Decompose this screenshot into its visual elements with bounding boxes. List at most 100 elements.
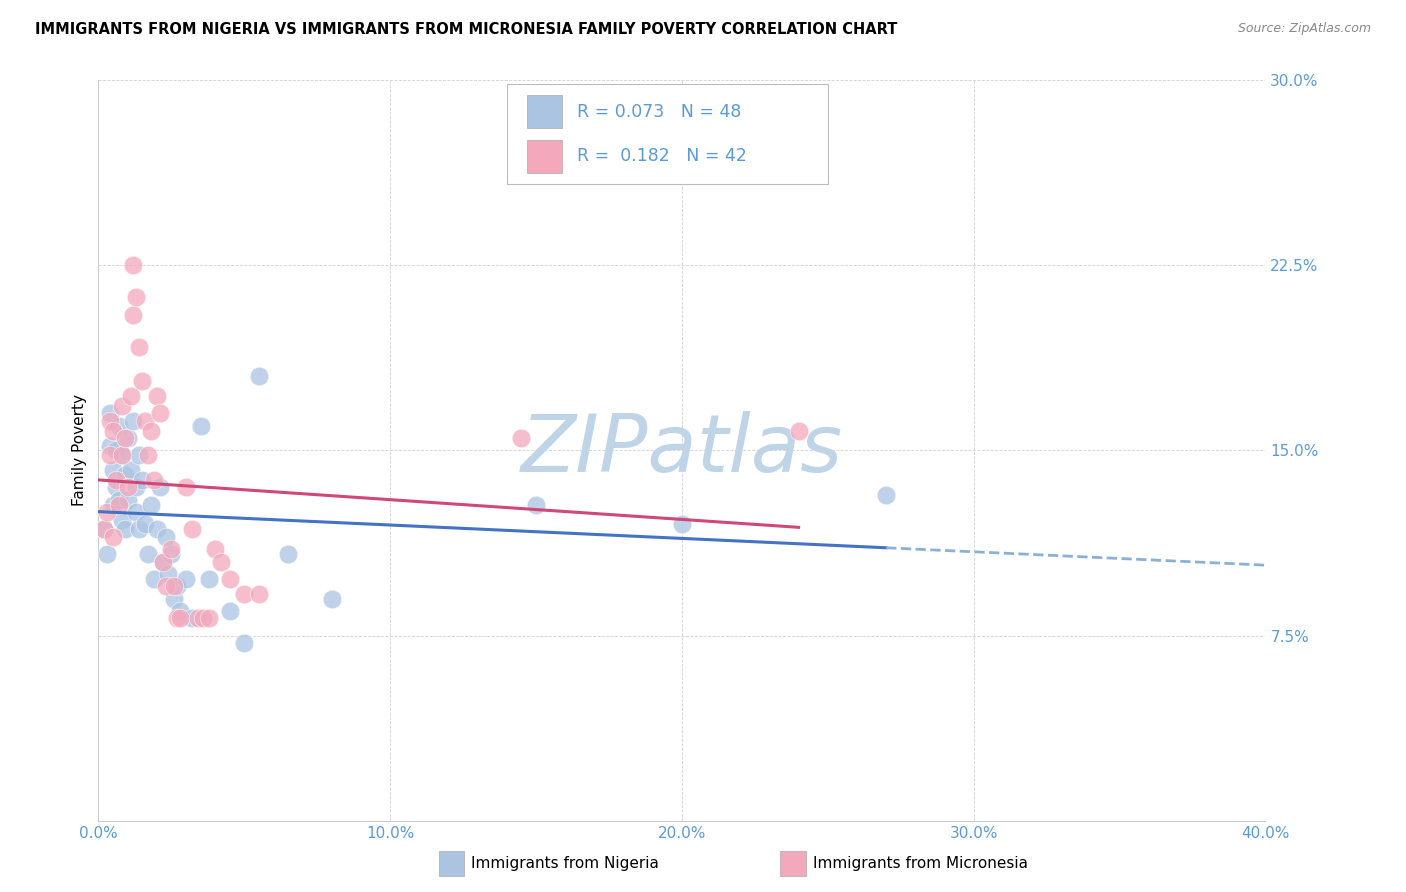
Point bbox=[152, 555, 174, 569]
Point bbox=[787, 424, 810, 438]
Point bbox=[218, 604, 240, 618]
Point bbox=[96, 547, 118, 561]
Point bbox=[96, 505, 118, 519]
Point bbox=[209, 555, 232, 569]
Point bbox=[114, 468, 136, 483]
Point bbox=[108, 492, 131, 507]
Point bbox=[134, 517, 156, 532]
Point bbox=[117, 480, 139, 494]
Point bbox=[136, 547, 159, 561]
Point bbox=[117, 492, 139, 507]
Point bbox=[98, 407, 121, 421]
Point bbox=[101, 530, 124, 544]
Point bbox=[111, 512, 134, 526]
Point bbox=[111, 449, 134, 463]
Point bbox=[125, 480, 148, 494]
Point bbox=[193, 611, 215, 625]
Point bbox=[101, 424, 124, 438]
Point bbox=[104, 480, 127, 494]
Point bbox=[277, 547, 299, 561]
Point bbox=[136, 449, 159, 463]
Y-axis label: Family Poverty: Family Poverty bbox=[72, 394, 87, 507]
Point bbox=[174, 480, 197, 494]
Point bbox=[163, 579, 186, 593]
Point bbox=[146, 523, 169, 537]
Point bbox=[233, 586, 256, 600]
Point bbox=[131, 375, 153, 389]
Point bbox=[104, 473, 127, 487]
Point bbox=[510, 431, 533, 445]
Point bbox=[204, 542, 226, 557]
Point bbox=[142, 572, 165, 586]
Text: IMMIGRANTS FROM NIGERIA VS IMMIGRANTS FROM MICRONESIA FAMILY POVERTY CORRELATION: IMMIGRANTS FROM NIGERIA VS IMMIGRANTS FR… bbox=[35, 22, 897, 37]
Point bbox=[321, 591, 343, 606]
FancyBboxPatch shape bbox=[527, 139, 562, 173]
Point bbox=[101, 498, 124, 512]
Point bbox=[128, 449, 150, 463]
Point bbox=[157, 566, 180, 581]
Point bbox=[98, 438, 121, 452]
Point bbox=[198, 611, 221, 625]
Point bbox=[117, 431, 139, 445]
Text: Immigrants from Micronesia: Immigrants from Micronesia bbox=[813, 856, 1028, 871]
Text: ZIPatlas: ZIPatlas bbox=[520, 411, 844, 490]
Point bbox=[108, 498, 131, 512]
Point bbox=[152, 555, 174, 569]
Point bbox=[233, 636, 256, 650]
Point bbox=[125, 505, 148, 519]
Point bbox=[174, 572, 197, 586]
Point bbox=[163, 591, 186, 606]
FancyBboxPatch shape bbox=[508, 84, 828, 184]
Point bbox=[120, 389, 142, 403]
Point bbox=[122, 258, 145, 272]
Point bbox=[190, 418, 212, 433]
Point bbox=[169, 611, 191, 625]
Point bbox=[166, 579, 188, 593]
Point bbox=[122, 308, 145, 322]
Point bbox=[122, 414, 145, 428]
Point bbox=[98, 449, 121, 463]
Point bbox=[187, 611, 209, 625]
Point bbox=[160, 547, 183, 561]
Point bbox=[93, 523, 115, 537]
Point bbox=[146, 389, 169, 403]
Point bbox=[875, 488, 897, 502]
Point bbox=[114, 523, 136, 537]
Point bbox=[139, 498, 162, 512]
Point bbox=[104, 443, 127, 458]
Point bbox=[218, 572, 240, 586]
Point bbox=[128, 340, 150, 354]
Point bbox=[155, 579, 177, 593]
Point bbox=[111, 449, 134, 463]
Point bbox=[180, 523, 202, 537]
Point bbox=[671, 517, 693, 532]
Text: Immigrants from Nigeria: Immigrants from Nigeria bbox=[471, 856, 659, 871]
Point bbox=[169, 604, 191, 618]
Point bbox=[139, 424, 162, 438]
Point bbox=[247, 369, 270, 384]
Point bbox=[128, 523, 150, 537]
Text: R = 0.073   N = 48: R = 0.073 N = 48 bbox=[576, 103, 741, 120]
Point bbox=[155, 530, 177, 544]
Point bbox=[160, 542, 183, 557]
FancyBboxPatch shape bbox=[527, 95, 562, 128]
Point bbox=[149, 480, 172, 494]
Point bbox=[114, 431, 136, 445]
Point bbox=[198, 572, 221, 586]
Point bbox=[111, 399, 134, 413]
Point bbox=[142, 473, 165, 487]
Text: Source: ZipAtlas.com: Source: ZipAtlas.com bbox=[1237, 22, 1371, 36]
Point bbox=[180, 611, 202, 625]
Text: R =  0.182   N = 42: R = 0.182 N = 42 bbox=[576, 147, 747, 165]
Point bbox=[108, 418, 131, 433]
Point bbox=[166, 611, 188, 625]
Point bbox=[120, 463, 142, 477]
Point bbox=[524, 498, 547, 512]
Point bbox=[247, 586, 270, 600]
Point bbox=[101, 463, 124, 477]
Point bbox=[98, 414, 121, 428]
Point bbox=[93, 523, 115, 537]
Point bbox=[149, 407, 172, 421]
Point bbox=[125, 290, 148, 304]
Point bbox=[134, 414, 156, 428]
